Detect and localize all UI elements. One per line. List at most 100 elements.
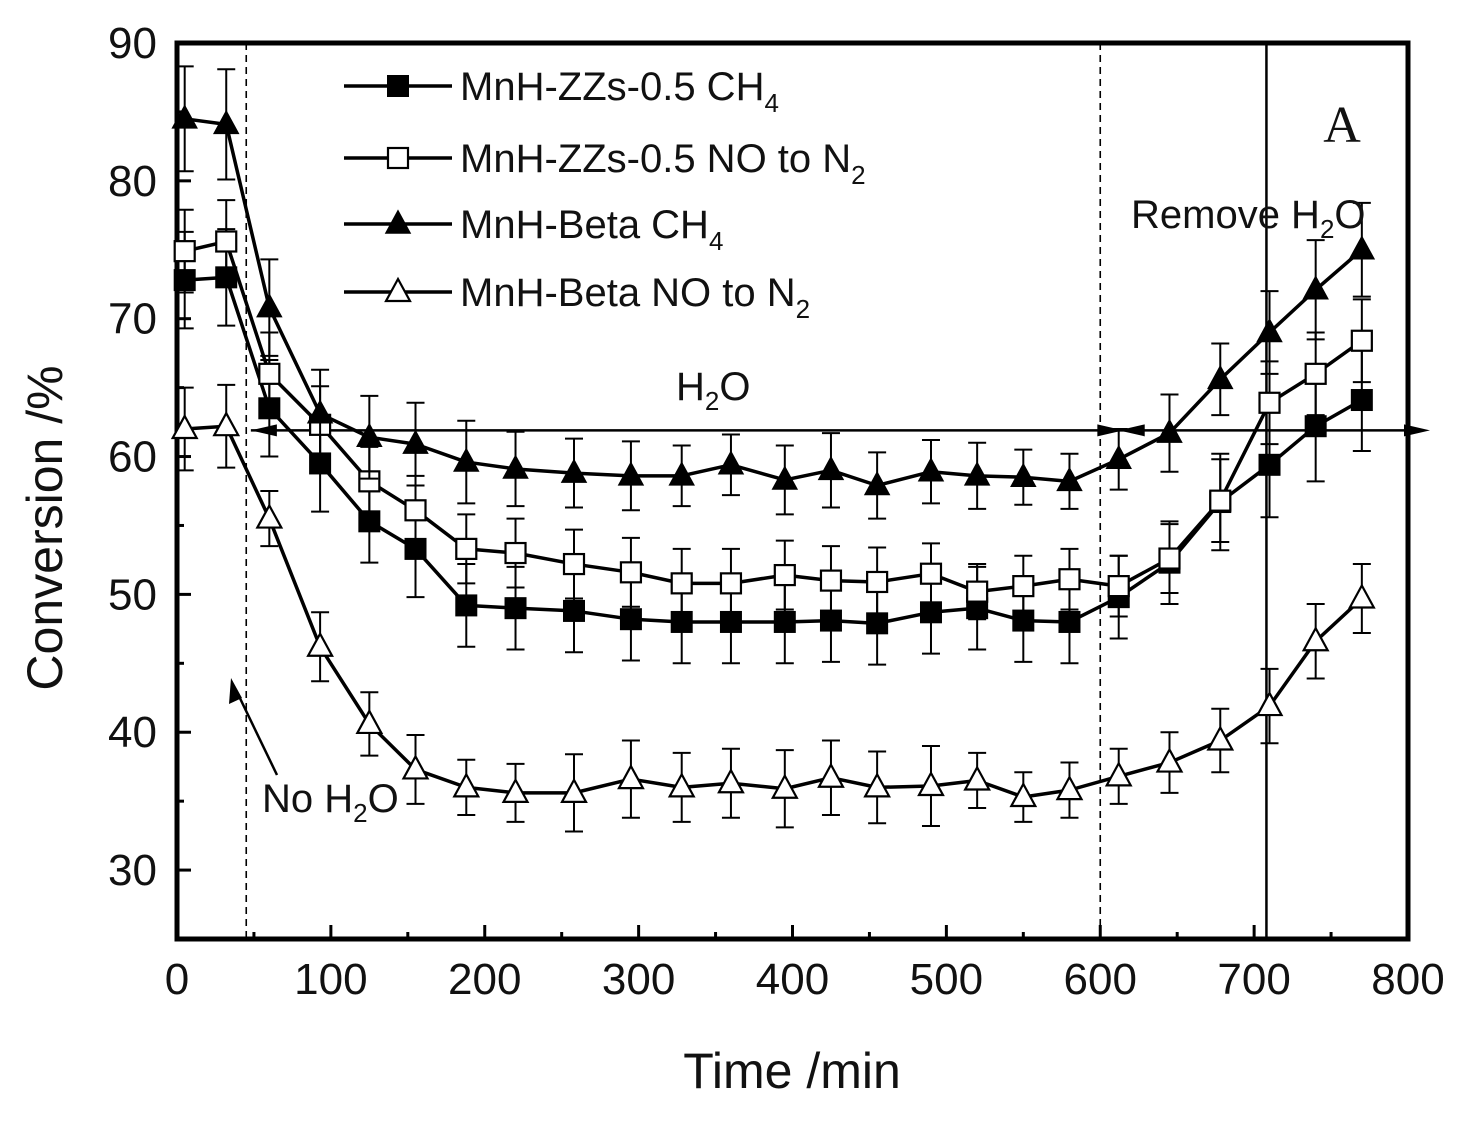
data-point — [501, 777, 530, 803]
data-point — [963, 765, 992, 791]
data-point — [1258, 391, 1281, 414]
y-tick-label: 60 — [108, 433, 157, 482]
legend-entry-4: MnH-Beta NO to N2 — [344, 271, 810, 324]
data-point — [773, 610, 796, 633]
data-point — [562, 599, 585, 622]
x-tick-label: 500 — [910, 955, 983, 1004]
data-point — [717, 767, 745, 794]
data-point — [212, 109, 240, 135]
data-point — [1058, 568, 1081, 591]
data-point — [562, 552, 586, 576]
legend-marker — [387, 75, 409, 97]
series-line — [184, 275, 1363, 626]
data-point — [1012, 575, 1035, 598]
legend-label-sub: 2 — [851, 160, 865, 190]
legend-marker — [386, 146, 410, 170]
x-tick-label: 200 — [448, 955, 521, 1004]
legend-label-sub: 4 — [709, 226, 723, 256]
data-point — [1107, 575, 1130, 598]
data-point — [504, 541, 527, 565]
data-point — [863, 470, 891, 496]
data-point — [717, 450, 745, 475]
data-point — [452, 772, 481, 798]
data-point — [306, 399, 334, 424]
legend-label: MnH-Beta NO to N2 — [460, 271, 810, 324]
data-point — [917, 770, 945, 797]
data-point — [1304, 415, 1327, 438]
legend-label-main: MnH-ZZs-0.5 CH — [460, 65, 764, 109]
data-point — [817, 762, 845, 788]
data-point — [817, 455, 845, 481]
data-point — [560, 777, 588, 803]
data-point — [455, 594, 478, 617]
y-axis-title: Conversion /% — [17, 365, 73, 690]
data-point — [667, 772, 696, 798]
h2o-arrow-head-mid2 — [1118, 424, 1145, 437]
data-point — [453, 447, 480, 472]
data-point — [863, 772, 891, 798]
no-h2o-label: No H2O — [262, 777, 399, 828]
data-point — [1207, 364, 1234, 390]
legend-entry-3: MnH-Beta CH4 — [344, 203, 723, 256]
data-point — [504, 597, 527, 620]
x-tick-label: 700 — [1217, 955, 1290, 1004]
panel-label: A — [1323, 97, 1361, 154]
legend-label-main: MnH-Beta NO to N — [460, 271, 796, 315]
data-point — [771, 465, 799, 490]
h2o-label: H2O — [676, 365, 750, 416]
data-point — [819, 569, 843, 592]
data-point — [617, 461, 645, 486]
data-point — [1348, 235, 1376, 260]
y-tick-label: 90 — [108, 19, 157, 68]
series-layer — [170, 65, 1376, 833]
axes: 0 100 200 300 400 500 600 700 800 30 40 50 60 70 80 90 — [108, 19, 1445, 1004]
data-point — [401, 754, 430, 780]
data-point — [1302, 275, 1329, 300]
data-point — [560, 458, 588, 483]
data-point — [773, 563, 796, 587]
data-point — [1055, 774, 1084, 801]
x-tick-label: 100 — [294, 955, 367, 1004]
data-point — [619, 561, 643, 584]
data-point — [258, 362, 281, 385]
data-point — [617, 763, 645, 790]
data-point — [1304, 362, 1327, 385]
data-point — [1155, 747, 1184, 773]
data-point — [1347, 583, 1376, 609]
data-point — [215, 230, 238, 253]
x-tick-label: 800 — [1371, 955, 1444, 1004]
data-point — [404, 499, 427, 522]
data-point — [256, 293, 283, 318]
data-point — [866, 570, 889, 594]
data-point — [1058, 610, 1081, 633]
data-point — [1156, 418, 1183, 443]
annotation-lines — [229, 43, 1430, 939]
x-axis-title: Time /min — [683, 1043, 901, 1099]
data-point — [356, 422, 383, 447]
x-tick-label: 0 — [165, 955, 189, 1004]
data-point — [1258, 453, 1281, 476]
x-tick-label: 300 — [602, 955, 675, 1004]
data-point — [919, 601, 942, 624]
series-3 — [171, 65, 1376, 520]
legend-label-sub: 2 — [796, 294, 810, 324]
data-point — [966, 580, 989, 603]
data-point — [402, 429, 429, 454]
data-point — [1206, 725, 1235, 751]
h2o-arrow-head-left — [250, 424, 277, 437]
legend-entry-2: MnH-ZZs-0.5 NO to N2 — [344, 137, 866, 190]
data-point — [306, 631, 334, 657]
legend-label-sub: 4 — [764, 88, 778, 118]
data-point — [719, 572, 743, 595]
data-point — [770, 773, 799, 799]
x-tick-label: 600 — [1064, 955, 1137, 1004]
legend-label: MnH-ZZs-0.5 NO to N2 — [460, 137, 866, 190]
legend-label: MnH-ZZs-0.5 CH4 — [460, 65, 779, 118]
data-point — [1158, 547, 1181, 570]
x-tick-label: 400 — [756, 955, 829, 1004]
data-point — [1009, 781, 1038, 808]
data-point — [455, 537, 478, 560]
data-point — [170, 413, 199, 440]
